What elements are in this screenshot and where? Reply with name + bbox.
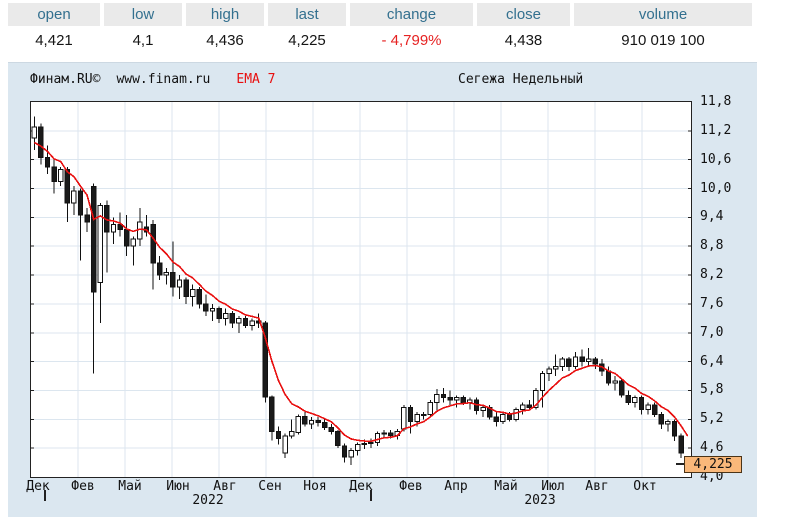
y-axis-label: 7,6 <box>700 295 724 311</box>
chart-panel: Финам.RU© www.finam.ru EMA 7 Сегежа Недель… <box>8 62 757 517</box>
candlestick-plot <box>30 101 692 478</box>
chart-title-row: Финам.RU© www.finam.ru EMA 7 <box>30 72 276 87</box>
quote-header-low: low <box>104 3 182 26</box>
x-axis-year-label: 2022 <box>192 493 224 508</box>
plot-canvas <box>30 101 692 478</box>
quote-header-open: open <box>8 3 100 26</box>
quote-value-last: 4,225 <box>288 32 326 49</box>
x-axis-month-label: Окт <box>633 479 657 494</box>
quote-header-row: open low high last change close volume <box>8 3 792 26</box>
y-axis-label: 5,8 <box>700 382 724 398</box>
y-axis-label: 10,0 <box>700 180 732 196</box>
x-axis-month-label: Авг <box>585 479 609 494</box>
quote-header-volume: volume <box>574 3 752 26</box>
quote-header-change: change <box>350 3 473 26</box>
x-axis-month-label: Фев <box>399 479 423 494</box>
quote-values-row: 4,421 4,1 4,436 4,225 - 4,799% 4,438 910 019 1… <box>8 26 792 55</box>
y-axis-label: 5,2 <box>700 411 724 427</box>
quote-header-high: high <box>186 3 264 26</box>
quote-header-last: last <box>268 3 346 26</box>
quote-value-close: 4,438 <box>504 32 543 49</box>
x-axis-month-label: Июл <box>541 479 565 494</box>
quote-header-close: close <box>477 3 570 26</box>
instrument-title: Сегежа Недельный <box>458 72 584 87</box>
quote-value-open: 4,421 <box>35 32 73 49</box>
quote-value-high: 4,436 <box>206 32 244 49</box>
y-axis-label: 8,2 <box>700 267 724 283</box>
y-axis-label: 9,4 <box>700 209 724 225</box>
year-separator-tick <box>370 490 372 501</box>
quote-value-volume: 910 019 100 <box>621 32 705 49</box>
y-axis-label: 8,8 <box>700 238 724 254</box>
y-axis-label: 4,6 <box>700 440 724 456</box>
x-axis-month-label: Авг <box>213 479 237 494</box>
y-axis-label: 7,0 <box>700 324 724 340</box>
x-axis-month-label: Ноя <box>303 479 327 494</box>
x-axis-month-label: Дек <box>26 479 50 494</box>
x-axis-year-label: 2023 <box>524 493 556 508</box>
y-axis-label: 11,2 <box>700 122 732 138</box>
chart-site-link: www.finam.ru <box>116 72 211 87</box>
x-axis-month-label: Фев <box>71 479 95 494</box>
x-axis-month-label: Сен <box>258 479 282 494</box>
y-axis-label: 6,4 <box>700 353 724 369</box>
quote-value-low: 4,1 <box>132 32 154 49</box>
x-axis-month-label: Май <box>494 479 518 494</box>
x-axis-month-label: Июн <box>166 479 190 494</box>
year-separator-tick <box>44 490 46 501</box>
chart-source: Финам.RU© <box>30 72 101 87</box>
quote-value-change: - 4,799% <box>381 32 442 49</box>
ema-indicator-label: EMA 7 <box>236 72 276 87</box>
quote-table: open low high last change close volume 4,421 4,… <box>8 3 792 55</box>
last-price-pointer <box>676 463 685 465</box>
x-axis-month-label: Май <box>118 479 142 494</box>
y-axis-label: 10,6 <box>700 151 732 167</box>
last-price-tag: 4,225 <box>684 456 742 473</box>
x-axis-month-label: Апр <box>444 479 468 494</box>
x-axis-month-label: Дек <box>349 479 373 494</box>
y-axis-label: 11,8 <box>700 94 732 109</box>
